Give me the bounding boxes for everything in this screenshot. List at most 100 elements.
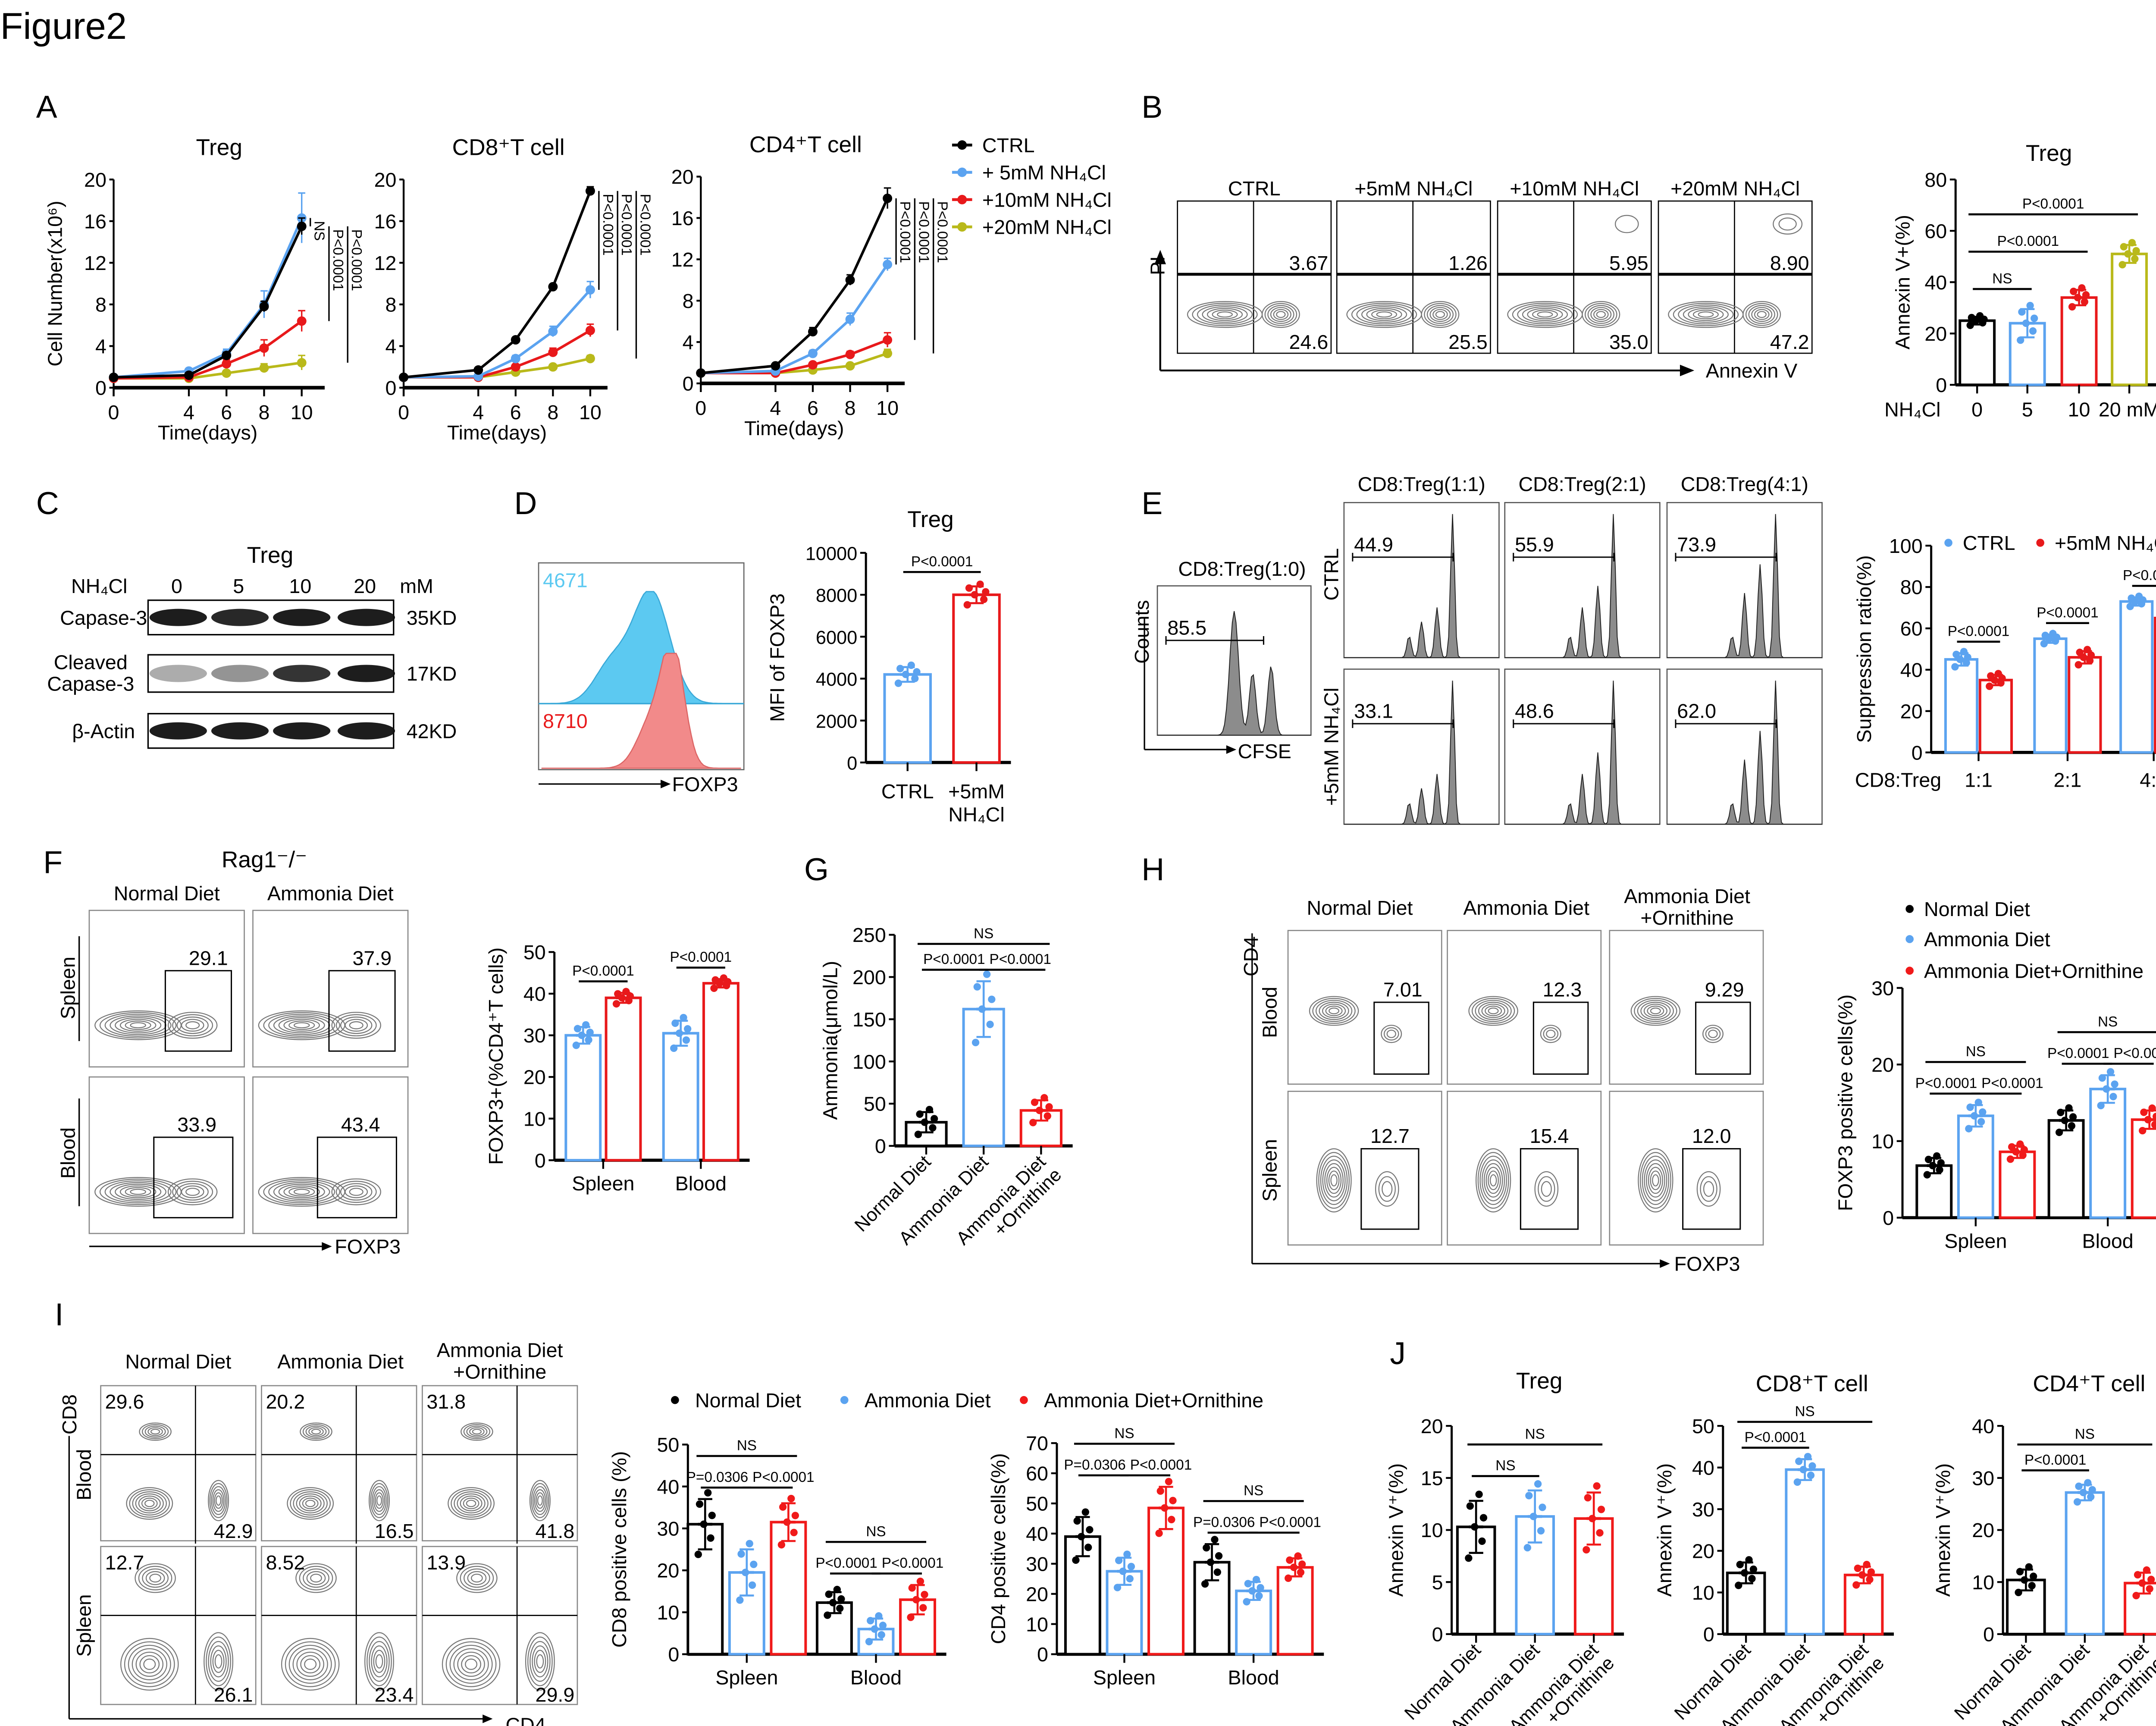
data-point: [1081, 1508, 1089, 1516]
contour-ring: [1692, 309, 1719, 320]
x-axis-label: Time(days): [447, 421, 547, 444]
quadrant-value: 29.9: [536, 1683, 575, 1706]
data-point: [2008, 1143, 2016, 1151]
y-tick-label: 150: [852, 1008, 886, 1031]
contour-ring: [372, 1486, 387, 1515]
y-tick-label: 0: [683, 373, 694, 395]
contour-ring: [1319, 1001, 1349, 1020]
chart-title: Treg: [907, 507, 954, 532]
data-point: [2029, 327, 2037, 335]
panel-letter-j: J: [1390, 1336, 1406, 1371]
row-label: Blood: [57, 1127, 79, 1179]
data-point: [2006, 1155, 2015, 1163]
contour-ring: [453, 1648, 489, 1680]
y-tick-label: 2000: [816, 711, 857, 732]
x-axis-prefix: NH₄Cl: [1884, 399, 1940, 421]
data-point: [771, 361, 780, 371]
contour-ring: [1637, 1000, 1674, 1022]
data-point: [548, 362, 558, 372]
y-tick-label: 20: [1871, 1054, 1894, 1076]
legend-marker: [1944, 539, 1952, 547]
data-point: [845, 314, 855, 324]
significance-label: P<0.0001: [2037, 605, 2098, 621]
data-point: [2151, 1121, 2156, 1129]
contour-ring: [1197, 304, 1253, 325]
data-point: [808, 348, 818, 358]
contour-ring: [1650, 1007, 1661, 1014]
y-axis-label: CD4: [1240, 936, 1262, 976]
chart-A_cd4: CD4⁺T cell 0 4 8 12 16 20 0 4 6 8 10 Time(days) P<0.0…: [671, 132, 950, 439]
data-point: [777, 1541, 786, 1549]
data-point: [907, 1613, 915, 1621]
data-point: [1593, 1482, 1601, 1490]
y-tick-label: 0: [1912, 741, 1923, 764]
data-point: [845, 349, 855, 359]
plot-frame: [1447, 1091, 1602, 1246]
contour-ring: [463, 1424, 491, 1439]
condition-label: CTRL: [1228, 177, 1281, 200]
data-point: [222, 368, 232, 378]
bar: [2060, 296, 2098, 386]
data-point: [837, 1595, 845, 1603]
bar-4: [2119, 592, 2154, 754]
contour-ring: [268, 1014, 335, 1037]
nh4-histogram: [541, 653, 741, 769]
data-point: [109, 372, 119, 382]
figure-title: Figure2: [0, 6, 127, 47]
contour-ring: [1522, 306, 1568, 323]
y-tick-label: 10: [1692, 1582, 1714, 1604]
contour-ring: [461, 1422, 493, 1441]
y-tick-label: 200: [852, 966, 886, 989]
data-point: [1211, 1536, 1219, 1544]
contour-ring: [1432, 309, 1448, 320]
legend-marker: [957, 195, 967, 204]
plot-frame: [1497, 200, 1652, 354]
data-point: [1479, 1514, 1488, 1522]
bar-5: [2131, 1104, 2156, 1219]
contour-ring: [536, 1492, 545, 1509]
contour-ring: [288, 1020, 315, 1030]
chart-A_treg: Treg 0 4 8 12 16 20 0 4 6 8 10 Time(days) Cell Number…: [44, 135, 365, 444]
contour-ring: [132, 1648, 167, 1680]
contour-ring: [138, 1566, 172, 1591]
data-point: [1987, 672, 1995, 680]
contour-ring: [375, 1492, 384, 1509]
data-point: [791, 1512, 799, 1519]
y-axis-label: FOXP3+(%CD4⁺T cells): [485, 948, 507, 1165]
bar-3: [2068, 646, 2102, 754]
quadrant-value: 12.7: [105, 1551, 144, 1574]
plot-title: Rag1⁻/⁻: [222, 847, 307, 872]
contour-ring: [126, 1487, 173, 1520]
bar-2: [770, 1494, 807, 1656]
panel-letter-g: G: [804, 852, 829, 887]
contour-ring: [296, 1493, 325, 1514]
histogram: [1504, 514, 1660, 658]
column-header: Normal Diet: [1307, 897, 1413, 919]
significance-label: P<0.0001: [2022, 196, 2084, 212]
treatment-label: NH₄Cl: [71, 575, 127, 597]
plot-frame: [422, 1385, 578, 1541]
x-tick-label: 8: [845, 397, 856, 419]
blot-band: [273, 609, 331, 626]
contour-ring: [293, 1189, 310, 1195]
bar-2: [2060, 284, 2098, 386]
gate-value: 37.9: [352, 947, 392, 969]
x-axis-prefix: CD8:Treg: [1855, 769, 1941, 791]
contour-ring: [1421, 301, 1460, 328]
gate: [328, 970, 396, 1052]
contour-ring: [299, 1495, 322, 1512]
contour-ring: [1517, 304, 1573, 325]
plot-frame: [1287, 1091, 1442, 1246]
contour-ring: [263, 1012, 340, 1039]
size-label: 17KD: [407, 662, 457, 685]
bar: [702, 982, 740, 1162]
contour-ring: [457, 1493, 486, 1514]
contour-ring: [273, 1182, 330, 1202]
data-point: [980, 596, 988, 603]
data-point: [2068, 1122, 2076, 1130]
contour-ring: [1270, 307, 1291, 322]
data-point: [1952, 650, 1960, 659]
data-point: [2073, 1498, 2081, 1506]
contour-ring: [1748, 305, 1775, 324]
contour-ring: [1479, 1155, 1507, 1205]
